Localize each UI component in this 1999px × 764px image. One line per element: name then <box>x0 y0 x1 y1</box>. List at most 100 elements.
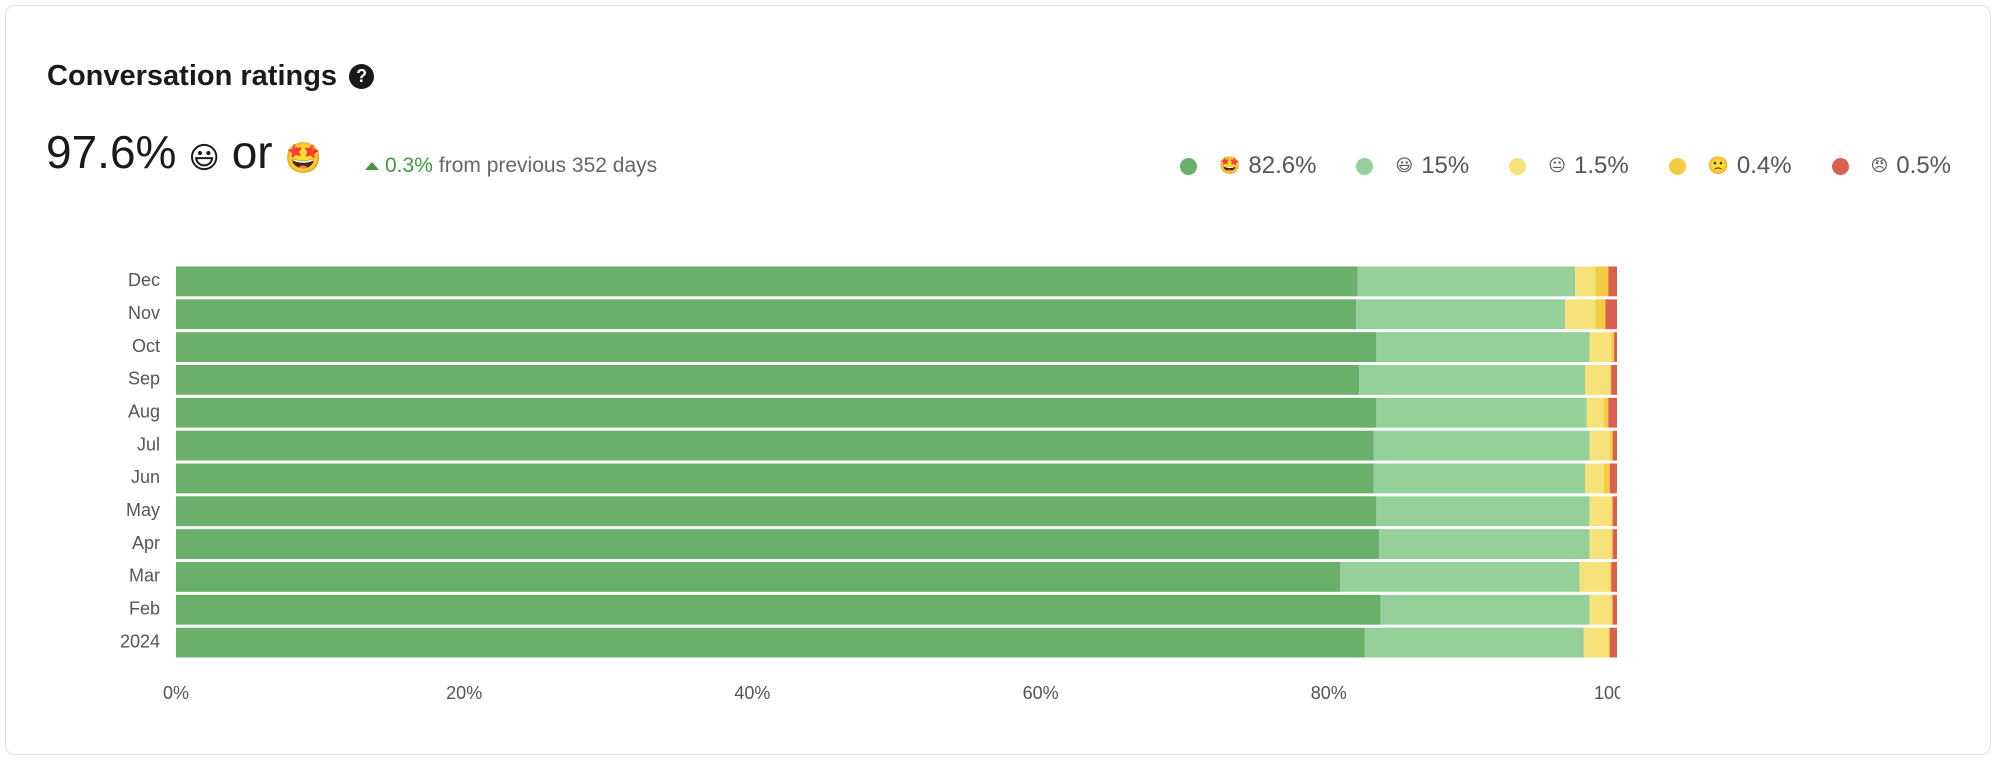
bar-segment <box>1604 397 1609 428</box>
bar-segment <box>1611 594 1613 625</box>
bar-segment <box>1380 594 1590 625</box>
legend-label: 😐 <box>1548 156 1566 175</box>
bar-segment <box>1379 529 1590 559</box>
bar-segment <box>1376 496 1590 527</box>
legend-share: 0.5% <box>1896 152 1951 179</box>
y-tick-label: Aug <box>128 402 160 422</box>
bar-segment <box>1609 463 1617 494</box>
legend-label: 😠 <box>1870 156 1889 175</box>
legend-item: 🤩 82.6% <box>1180 152 1316 180</box>
legend-label: 🙁 <box>1707 156 1729 175</box>
bar-segment <box>1609 627 1617 658</box>
y-tick-label: Feb <box>129 599 160 619</box>
x-tick-label: 80% <box>1311 683 1347 703</box>
bar-segment <box>176 397 1377 428</box>
bar-segment <box>1575 266 1596 297</box>
y-tick-label: 2024 <box>120 631 160 651</box>
bar-segment <box>176 529 1380 559</box>
bar-segment <box>176 562 1341 592</box>
bar-segment <box>1608 266 1617 297</box>
y-tick-label: Jun <box>131 467 160 487</box>
bar-segment <box>1611 365 1617 395</box>
bar-segment <box>176 627 1365 658</box>
bar-segment <box>176 496 1377 527</box>
y-tick-label: Jul <box>137 434 160 454</box>
chart-title: Conversation ratings <box>47 60 338 92</box>
x-tick-label: 60% <box>1023 683 1059 703</box>
bar-segment <box>176 332 1377 362</box>
headline-joiner: or <box>231 126 273 178</box>
bar-segment <box>1579 562 1610 592</box>
bar-segment <box>1595 266 1609 297</box>
bar-segment <box>1611 562 1617 592</box>
bar-segment <box>1589 332 1612 362</box>
bar-segment <box>1608 397 1617 428</box>
bar-segment <box>176 365 1360 395</box>
headline-value: 97.6% <box>46 126 177 178</box>
bar-segment <box>1359 365 1586 395</box>
bar-segment <box>1565 299 1596 330</box>
y-tick-label: Mar <box>129 566 160 586</box>
legend-dot <box>1668 157 1686 175</box>
bar-segment <box>1373 463 1586 494</box>
bar-segment <box>1612 594 1617 625</box>
bar-segment <box>176 299 1357 330</box>
bar-segment <box>1609 365 1612 395</box>
bar-segment <box>1611 496 1613 527</box>
legend-dot <box>1356 157 1374 175</box>
legend-item: 😐 1.5% <box>1509 152 1629 180</box>
bar-segment <box>176 594 1381 625</box>
legend-item: 😃 15% <box>1356 152 1469 180</box>
headline-emoji: 🤩 <box>284 142 322 175</box>
y-tick-label: Dec <box>128 270 160 290</box>
y-tick-label: Apr <box>132 533 160 553</box>
legend-share: 0.4% <box>1736 152 1792 179</box>
legend-item: 🙁 0.4% <box>1668 152 1792 180</box>
bar-segment <box>1589 496 1612 527</box>
headline-emoji: 😃 <box>188 142 220 175</box>
bar-segment <box>1589 529 1612 559</box>
bar-segment <box>1376 332 1590 362</box>
bar-segment <box>1609 430 1613 461</box>
legend-share: 82.6% <box>1248 152 1317 179</box>
legend: 🤩 82.6% 😃 15% 😐 1.5% 🙁 0.4% 😠 0.5% <box>1180 152 1951 180</box>
bar-segment <box>176 463 1374 494</box>
title-row: Conversation ratings ? <box>47 60 375 93</box>
y-tick-label: Nov <box>128 303 160 323</box>
x-tick-label: 100% <box>1594 683 1640 703</box>
legend-dot <box>1831 157 1849 175</box>
up-arrow <box>365 162 379 170</box>
x-tick-label: 40% <box>734 683 770 703</box>
bar-segment <box>1585 463 1605 494</box>
bar-segment <box>1357 266 1576 297</box>
x-tick-label: 0% <box>163 683 189 703</box>
bar-segment <box>1612 529 1617 559</box>
y-tick-label: Sep <box>128 369 160 389</box>
bar-segment <box>1614 332 1617 362</box>
legend-label: 🤩 <box>1219 156 1241 175</box>
bar-segment <box>1583 627 1609 658</box>
bar-segment <box>1611 529 1613 559</box>
legend-item: 😠 0.5% <box>1831 152 1951 180</box>
legend-share: 1.5% <box>1573 152 1629 179</box>
card <box>5 5 1991 755</box>
bar-segment <box>1611 332 1615 362</box>
change: 0.3% from previous 352 days <box>365 154 657 178</box>
change-value: 0.3% <box>385 154 433 177</box>
bar-segment <box>1356 299 1566 330</box>
bar-segment <box>176 430 1374 461</box>
x-axis: 0% 20% 40% 60% 80% 100% <box>163 683 1640 703</box>
bar-segment <box>1585 365 1610 395</box>
legend-dot <box>1509 157 1527 175</box>
headline: 97.6% 😃 or 🤩 <box>46 125 322 179</box>
legend-share: 15% <box>1421 152 1470 179</box>
bar-segment <box>1605 299 1617 330</box>
help-icon[interactable]: ? <box>349 64 375 89</box>
bar-segment <box>1589 430 1610 461</box>
bar-segment <box>1373 430 1590 461</box>
bar-segment <box>1609 562 1612 592</box>
bar-segment <box>1612 430 1617 461</box>
bar-segment <box>1586 397 1605 428</box>
